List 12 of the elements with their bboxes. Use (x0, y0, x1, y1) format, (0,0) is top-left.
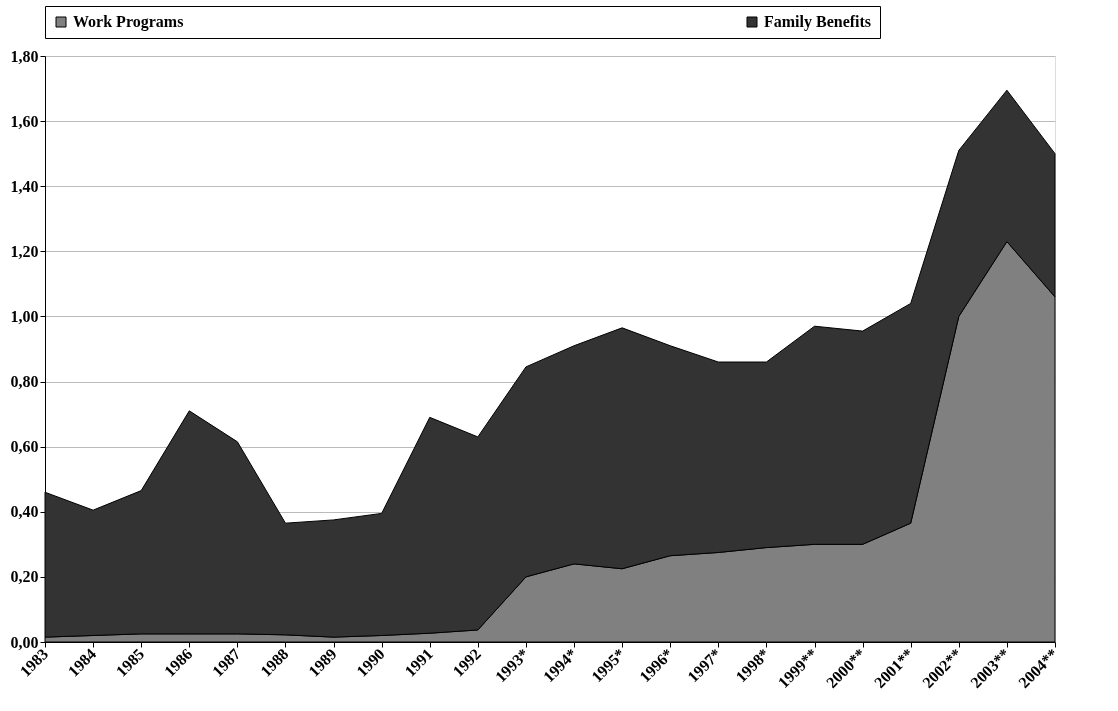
y-tick-label: 1,80 (10, 47, 39, 65)
y-tick-label: 0,40 (10, 503, 39, 521)
y-tick-label: 0,00 (10, 633, 39, 651)
y-tick-label: 1,20 (10, 242, 39, 260)
y-tick-label: 1,60 (10, 112, 39, 130)
y-tick-label: 0,20 (10, 568, 39, 586)
y-tick-label: 1,00 (10, 307, 39, 325)
legend-label: Work Programs (73, 13, 184, 31)
legend-label: Family Benefits (764, 13, 872, 31)
y-tick-label: 0,80 (10, 373, 39, 391)
y-tick-label: 0,60 (10, 438, 39, 456)
y-tick-label: 1,40 (10, 177, 39, 195)
